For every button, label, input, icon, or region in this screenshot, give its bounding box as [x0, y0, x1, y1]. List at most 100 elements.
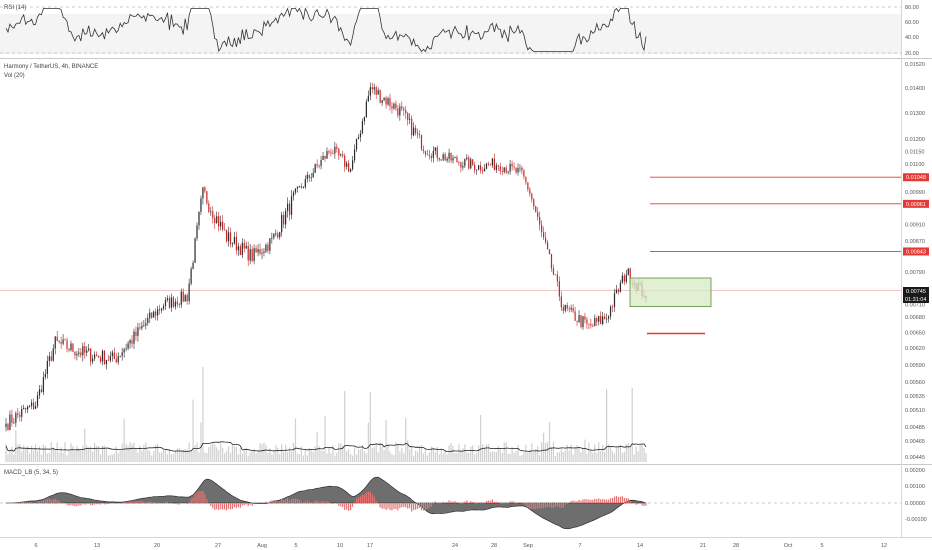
candle [346, 160, 348, 170]
time-tick-label: 6 [34, 543, 37, 549]
time-tick-label: 5 [294, 543, 297, 549]
candle [267, 242, 269, 254]
macd-histogram-bar [393, 503, 395, 509]
candle [123, 347, 125, 358]
macd-histogram-bar [99, 503, 102, 505]
volume-bar [617, 445, 620, 462]
volume-bar [66, 455, 68, 462]
resistance-levels[interactable]: 0.01048 0.00961 0.00843 [650, 173, 929, 256]
volume-bar [160, 452, 163, 462]
price-axis: 0.01520 0.01400 0.01300 0.01200 0.01150 0.011… [905, 62, 925, 461]
volume-bar [424, 449, 427, 462]
candle [401, 101, 403, 112]
volume-bar [36, 450, 39, 462]
macd-histogram-bar [251, 503, 253, 506]
candle [470, 157, 472, 170]
candle [115, 353, 117, 364]
candle [249, 244, 251, 265]
macd-histogram-bar [424, 503, 427, 511]
volume-bar [623, 451, 625, 462]
time-tick-label: 7 [578, 543, 581, 549]
price-pane[interactable]: Harmony / TetherUS, 4h, BINANCE Vol (20)… [0, 62, 929, 462]
candle [501, 166, 503, 176]
macd-histogram-bar [464, 501, 466, 503]
candle [68, 347, 70, 353]
volume-bar [353, 447, 356, 462]
price-tick-label: 0.01520 [905, 62, 925, 68]
volume-bar [253, 448, 255, 462]
macd-histogram-bar [310, 502, 312, 503]
macd-histogram-bar [452, 501, 454, 503]
volume-bar [493, 451, 495, 462]
volume-bar [513, 452, 515, 462]
macd-histogram-bar [135, 501, 137, 503]
volume-bar [314, 446, 316, 462]
macd-histogram-bar [86, 503, 88, 505]
volume-bar [318, 446, 320, 462]
volume-bar [290, 451, 293, 462]
candle [359, 130, 362, 142]
candle [32, 398, 35, 411]
volume-bar [312, 451, 314, 462]
volume-bar [432, 447, 434, 462]
candle [609, 304, 612, 320]
candle [259, 243, 261, 256]
candle [76, 350, 78, 361]
buy-zone-box[interactable] [629, 277, 712, 308]
volume-bar [635, 446, 637, 462]
volume-bar [265, 444, 267, 462]
volume-bar [466, 452, 468, 462]
volume-bar [600, 450, 602, 462]
macd-histogram-bar [379, 503, 381, 508]
candle [513, 162, 515, 171]
volume-bar [535, 449, 537, 462]
volume-bar [166, 454, 169, 462]
macd-histogram-bar [308, 501, 310, 503]
volume-bar [586, 453, 588, 462]
candle [456, 155, 458, 163]
macd-histogram-bar [74, 503, 76, 507]
macd-histogram-bar [560, 503, 562, 509]
candle [294, 188, 297, 195]
macd-histogram-bar [107, 503, 110, 505]
volume-bar [95, 445, 98, 462]
macd-histogram-bar [499, 503, 501, 504]
macd-histogram-bar [288, 500, 291, 503]
macd-histogram-bar [361, 494, 364, 503]
candle [590, 318, 592, 329]
candle [86, 346, 88, 357]
candle [491, 157, 494, 168]
volume-bar [491, 451, 494, 462]
volume-bar [391, 454, 393, 462]
candle [298, 185, 301, 188]
candle [552, 264, 555, 276]
price-tick-label: 0.01100 [905, 162, 924, 168]
macd-histogram-bar [395, 503, 397, 510]
volume-bar [145, 442, 147, 462]
candle [529, 187, 531, 197]
candle [204, 186, 206, 194]
macd-histogram-bar [101, 503, 104, 504]
volume-bar [607, 444, 610, 462]
candle [11, 409, 13, 427]
volume-bar [72, 446, 74, 462]
volume-bar [525, 444, 527, 462]
volume-bar [592, 452, 594, 462]
volume-bar [385, 419, 387, 462]
macd-histogram-bar [436, 502, 438, 504]
macd-pane[interactable]: MACD_LB (5, 34, 5) 0.00200 0.00100 0.00000… [0, 468, 927, 530]
volume-bar [296, 453, 299, 462]
volume-bar [546, 442, 549, 462]
volume-bar [438, 454, 440, 462]
volume-bar [218, 450, 220, 462]
volume-bar [539, 455, 541, 462]
volume-bar [503, 442, 505, 462]
candle [572, 304, 574, 314]
rsi-pane[interactable]: RSI (14) 80.00 60.00 40.00 20.00 [0, 5, 919, 57]
volume-bar [11, 446, 13, 462]
volume-bar [481, 444, 484, 462]
volume-bar [117, 453, 119, 462]
volume-bar [381, 445, 383, 462]
macd-histogram-bar [70, 503, 72, 506]
